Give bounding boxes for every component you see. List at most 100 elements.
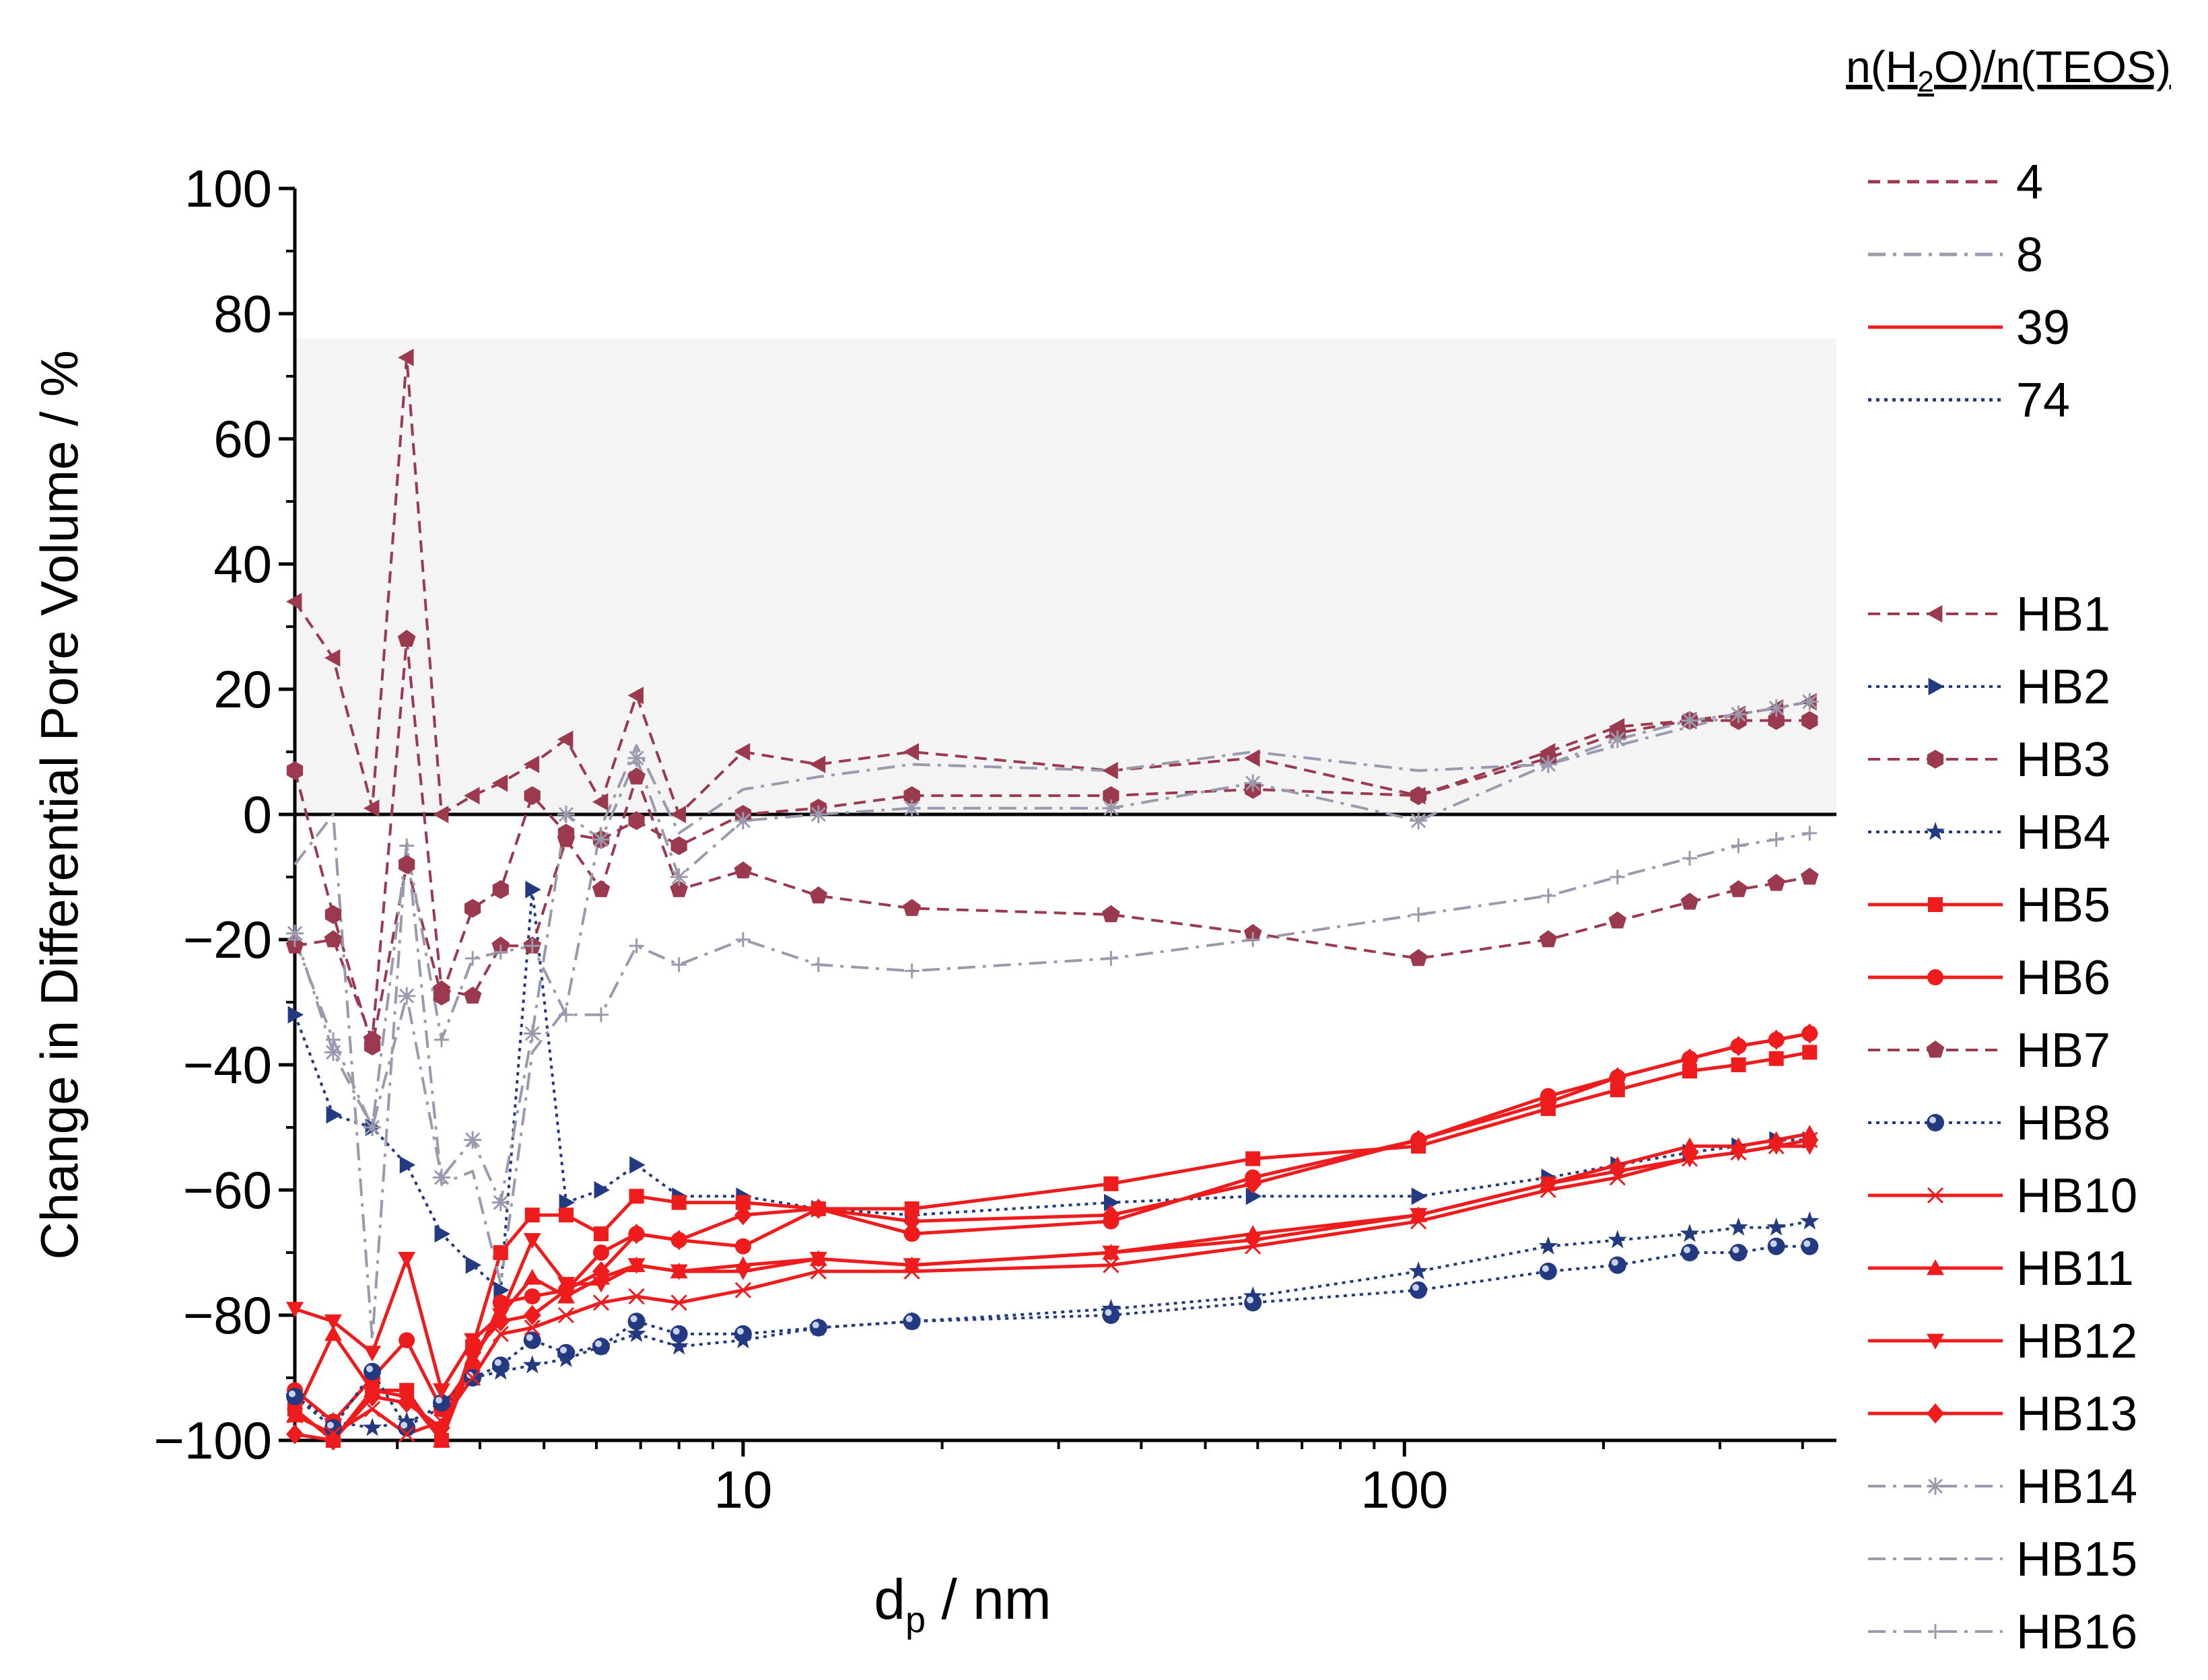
- point-hb16-21: [1682, 851, 1698, 866]
- point-hb5-24: [1802, 1045, 1818, 1060]
- point-hb6-10: [592, 1245, 609, 1261]
- legend-marker-hb7: [1926, 1041, 1945, 1058]
- point-hb5-15: [904, 1201, 920, 1216]
- legend-marker-hb8: [1927, 1114, 1944, 1131]
- point-hb2-6: [465, 1256, 482, 1274]
- y-tick-label: 80: [213, 284, 272, 343]
- point-hb8-9: [557, 1343, 575, 1362]
- point-hb16-16: [1103, 950, 1119, 966]
- point-hb11-8: [523, 1269, 541, 1285]
- point-hb4-21: [1680, 1224, 1700, 1242]
- point-hb12-17: [1244, 1233, 1262, 1249]
- point-hb1-12: [670, 806, 687, 823]
- point-hb2-16: [1103, 1193, 1120, 1212]
- point-hb8-7: [491, 1356, 510, 1374]
- point-hb11-2: [324, 1325, 342, 1341]
- legend-marker-hb2: [1928, 678, 1944, 695]
- point-hb3-6: [464, 899, 481, 918]
- point-hb13-3: [364, 1386, 382, 1407]
- point-hb11-24: [1801, 1125, 1819, 1141]
- point-hb10-14: [810, 1263, 827, 1280]
- point-hb8-15: [903, 1312, 921, 1331]
- legend-marker-hb6: [1927, 969, 1943, 985]
- point-hb13-18: [1410, 1129, 1428, 1150]
- point-hb8-10: [592, 1337, 610, 1356]
- point-hb14-6: [464, 1131, 482, 1149]
- legend: n(H2O)/n(TEOS) 4 8 39 74 HB1 HB2 HB3 HB4 HB5 HB6 H…: [1846, 42, 2171, 1659]
- legend-title: n(H2O)/n(TEOS): [1846, 42, 2171, 98]
- point-hb3-4: [399, 855, 415, 874]
- legend-marker-hb11: [1927, 1259, 1944, 1275]
- point-hb13-5: [432, 1418, 450, 1438]
- series-line-hb10: [294, 1138, 1810, 1436]
- legend-marker-hb1: [1927, 605, 1943, 623]
- point-hb3-7: [492, 880, 509, 899]
- legend-ratio-label-4: 4: [2016, 155, 2043, 209]
- point-hb5-13: [735, 1195, 751, 1210]
- series-line-hb15: [294, 700, 1810, 1342]
- point-hb2-8: [525, 880, 541, 899]
- point-hb8-18: [1410, 1281, 1428, 1299]
- point-hb13-12: [670, 1230, 688, 1251]
- point-hb7-15: [903, 899, 921, 916]
- point-hb16-2: [325, 1032, 341, 1047]
- point-hb3-24: [1801, 711, 1818, 730]
- legend-title-suffix: O)/n(TEOS): [1934, 42, 2171, 92]
- point-hb1-4: [398, 349, 414, 367]
- series-line-hb5: [294, 1050, 1810, 1442]
- legend-label-hb8: HB8: [2016, 1096, 2110, 1150]
- point-hb8-17: [1244, 1294, 1262, 1312]
- point-hb16-12: [671, 957, 687, 973]
- point-hb6-13: [734, 1238, 751, 1255]
- point-hb1-9: [557, 730, 574, 748]
- point-hb13-23: [1767, 1029, 1785, 1050]
- point-hb10-11: [628, 1288, 645, 1305]
- point-hb11-21: [1681, 1137, 1699, 1154]
- point-hb12-14: [809, 1251, 827, 1268]
- legend-ratio-label-8: 8: [2016, 228, 2043, 282]
- series-line-hb12: [294, 1144, 1810, 1393]
- point-hb4-18: [1408, 1261, 1428, 1280]
- point-hb13-11: [627, 1224, 646, 1245]
- point-hb4-3: [362, 1418, 382, 1436]
- point-hb7-3: [363, 1030, 382, 1048]
- point-hb13-19: [1539, 1092, 1557, 1113]
- point-hb10-13: [734, 1282, 751, 1298]
- legend-ratio-label-74: 74: [2016, 374, 2070, 427]
- point-hb14-5: [432, 1168, 450, 1187]
- legend-label-hb15: HB15: [2016, 1533, 2137, 1586]
- point-hb13-2: [324, 1430, 342, 1450]
- series-line-hb3: [294, 719, 1810, 1048]
- point-hb3-23: [1768, 711, 1785, 730]
- point-hb14-19: [1539, 755, 1557, 773]
- point-hb8-2: [324, 1419, 342, 1437]
- point-hb16-8: [524, 938, 540, 954]
- point-hb7-24: [1800, 868, 1819, 885]
- legend-marker-hb10: [1927, 1187, 1944, 1204]
- point-hb14-17: [1244, 774, 1262, 792]
- point-hb16-17: [1245, 932, 1261, 947]
- y-tick-label: −20: [183, 910, 272, 969]
- point-hb8-8: [523, 1331, 541, 1350]
- point-hb14-21: [1681, 711, 1699, 730]
- x-axis-label-main: d: [874, 1568, 905, 1631]
- point-hb8-22: [1729, 1244, 1748, 1261]
- point-hb8-11: [627, 1312, 646, 1331]
- point-hb4-8: [522, 1355, 542, 1374]
- point-hb13-16: [1102, 1205, 1120, 1226]
- legend-label-hb3: HB3: [2016, 733, 2110, 787]
- y-axis-label: Change in Differential Pore Volume / %: [30, 350, 89, 1259]
- legend-marker-hb12: [1927, 1333, 1944, 1350]
- legend-marker-hb3: [1927, 750, 1944, 769]
- series-line-hb11: [293, 1131, 1810, 1442]
- legend-marker-hb5: [1928, 897, 1943, 912]
- point-hb14-24: [1801, 693, 1819, 711]
- point-hb2-10: [594, 1181, 610, 1199]
- point-hb13-20: [1608, 1067, 1626, 1088]
- point-hb2-5: [434, 1225, 450, 1243]
- point-hb16-6: [465, 950, 481, 966]
- point-hb1-1: [286, 592, 302, 610]
- point-hb14-14: [809, 806, 827, 823]
- y-tick-label: 0: [243, 785, 272, 844]
